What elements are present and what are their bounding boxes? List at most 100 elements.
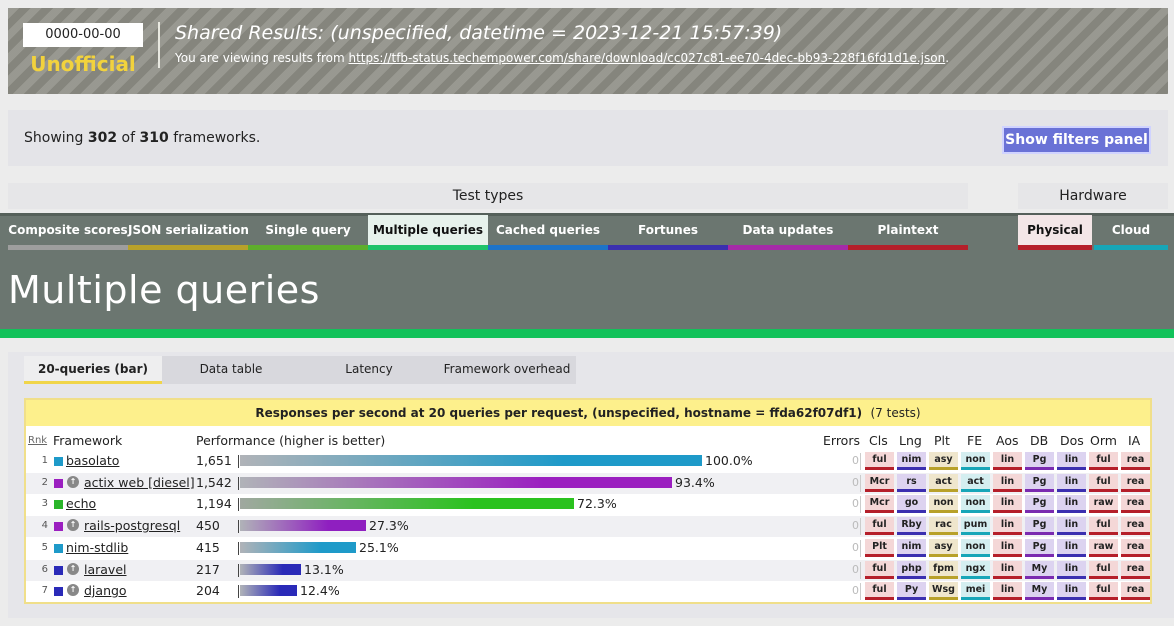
performance-percent: 72.3% xyxy=(577,496,617,512)
attr-badge-fe: non xyxy=(961,495,990,514)
tab-single-query[interactable]: Single query xyxy=(248,215,368,250)
attr-badge-aos: lin xyxy=(993,452,1022,470)
tab-physical[interactable]: Physical xyxy=(1018,215,1092,250)
performance-percent: 25.1% xyxy=(359,539,399,555)
tab-plaintext[interactable]: Plaintext xyxy=(848,215,968,250)
classification-swatch xyxy=(54,587,63,597)
table-row: 6 ↑ laravel 217 13.1% 0 ful php fpm ngx lin My lin fu… xyxy=(26,559,1150,581)
rank-cell: 6 xyxy=(41,563,48,575)
performance-bar xyxy=(240,455,702,466)
table-row: 1 basolato 1,651 100.0% 0 ful nim asy non lin Pg li… xyxy=(26,451,1150,472)
classification-swatch xyxy=(54,500,63,510)
attr-badge-fe: mei xyxy=(961,582,990,601)
framework-link[interactable]: rails-postgresql xyxy=(84,518,181,534)
view-tab-data-table[interactable]: Data table xyxy=(162,356,300,384)
attr-badge-lng: go xyxy=(897,495,926,514)
framework-link[interactable]: nim-stdlib xyxy=(66,539,129,555)
attr-badge-db: Pg xyxy=(1025,517,1054,536)
date-box: 0000-00-00 xyxy=(23,23,143,47)
errors-value: 0 xyxy=(852,454,859,467)
hardware-header: Hardware xyxy=(1018,183,1168,209)
attr-badge-ia: rea xyxy=(1121,452,1150,470)
attr-badge-dos: lin xyxy=(1057,495,1086,514)
attr-badge-fe: ngx xyxy=(961,560,990,579)
performance-value: 415 xyxy=(196,539,220,555)
col-orm: Orm xyxy=(1090,433,1117,448)
tab-cached-queries[interactable]: Cached queries xyxy=(488,215,608,250)
view-tab-latency[interactable]: Latency xyxy=(300,356,438,384)
attr-badge-db: Pg xyxy=(1025,473,1054,492)
col-classification: Cls xyxy=(869,433,888,448)
classification-swatch xyxy=(54,543,63,553)
performance-percent: 100.0% xyxy=(705,453,753,468)
table-row: 7 ↑ django 204 12.4% 0 ful Py Wsg mei lin My lin ful r… xyxy=(26,581,1150,602)
tag-icon: ↑ xyxy=(67,562,79,575)
tag-icon: ↑ xyxy=(67,475,79,488)
errors-value: 0 xyxy=(852,562,859,576)
col-implementation: IA xyxy=(1128,433,1141,448)
results-source: You are viewing results from https://tfb… xyxy=(175,51,949,65)
attr-badge-plt: non xyxy=(929,495,958,514)
source-prefix: You are viewing results from xyxy=(175,51,349,65)
summary-bar: Showing 302 of 310 frameworks. Show filt… xyxy=(8,110,1168,166)
attr-badge-dos: lin xyxy=(1057,538,1086,557)
table-test-count: (7 tests) xyxy=(870,406,921,420)
framework-link[interactable]: echo xyxy=(66,496,97,512)
attr-badge-cls: ful xyxy=(865,452,894,470)
bar-baseline xyxy=(238,585,239,599)
attr-badge-dos: lin xyxy=(1057,473,1086,492)
attr-badge-cls: ful xyxy=(865,582,894,601)
show-filters-button[interactable]: Show filters panel xyxy=(1002,126,1151,154)
errors-value: 0 xyxy=(852,519,859,533)
performance-bar xyxy=(240,563,301,575)
attr-badge-db: Pg xyxy=(1025,538,1054,557)
framework-link[interactable]: basolato xyxy=(66,453,120,468)
table-title: Responses per second at 20 queries per r… xyxy=(26,400,1150,426)
page-title: Multiple queries xyxy=(8,268,320,312)
source-suffix: . xyxy=(945,51,950,65)
errors-divider xyxy=(860,453,861,470)
view-tab-framework-overhead[interactable]: Framework overhead xyxy=(438,356,576,384)
attr-badge-plt: asy xyxy=(929,538,958,557)
tag-icon: ↑ xyxy=(67,584,79,597)
attr-badge-lng: Py xyxy=(897,582,926,601)
page-banner xyxy=(0,213,1174,338)
tab-multiple-queries[interactable]: Multiple queries xyxy=(368,215,488,250)
table-row: 4 ↑ rails-postgresql 450 27.3% 0 ful Rby rac pum l… xyxy=(26,516,1150,538)
attr-badge-orm: ful xyxy=(1089,560,1118,579)
col-platform: Plt xyxy=(934,433,950,448)
tab-cloud[interactable]: Cloud xyxy=(1094,215,1168,250)
col-rank[interactable]: Rnk xyxy=(28,435,48,446)
source-link[interactable]: https://tfb-status.techempower.com/share… xyxy=(348,51,946,65)
performance-value: 204 xyxy=(196,583,220,599)
attr-badge-orm: ful xyxy=(1089,582,1118,601)
framework-link[interactable]: django xyxy=(84,583,127,599)
attr-badge-db: My xyxy=(1025,560,1054,579)
rank-cell: 1 xyxy=(41,455,48,466)
attr-badge-orm: ful xyxy=(1089,452,1118,470)
tab-json-serialization[interactable]: JSON serialization xyxy=(128,215,249,250)
attr-badge-aos: lin xyxy=(993,560,1022,579)
attr-badge-ia: rea xyxy=(1121,517,1150,536)
tab-data-updates[interactable]: Data updates xyxy=(728,215,848,250)
attr-badge-orm: ful xyxy=(1089,473,1118,492)
col-frontend: FE xyxy=(967,433,983,448)
framework-link[interactable]: laravel xyxy=(84,561,127,577)
classification-swatch xyxy=(54,522,63,532)
test-types-header: Test types xyxy=(8,183,968,209)
attr-badge-fe: act xyxy=(961,473,990,492)
view-tab-20-queries-bar-[interactable]: 20-queries (bar) xyxy=(24,356,162,384)
page-heading: Shared Results: (unspecified, datetime =… xyxy=(175,22,783,44)
performance-bar xyxy=(240,498,574,510)
col-performance: Performance (higher is better) xyxy=(196,433,386,448)
attr-badge-plt: act xyxy=(929,473,958,492)
count-middle: of xyxy=(117,130,140,146)
tab-fortunes[interactable]: Fortunes xyxy=(608,215,728,250)
tab-composite-scores[interactable]: Composite scores xyxy=(8,215,128,250)
performance-bar xyxy=(240,541,356,553)
attr-badge-dos: lin xyxy=(1057,517,1086,536)
count-prefix: Showing xyxy=(24,130,88,146)
classification-swatch xyxy=(54,478,63,488)
framework-link[interactable]: actix web [diesel] xyxy=(84,474,195,490)
errors-value: 0 xyxy=(852,584,859,598)
